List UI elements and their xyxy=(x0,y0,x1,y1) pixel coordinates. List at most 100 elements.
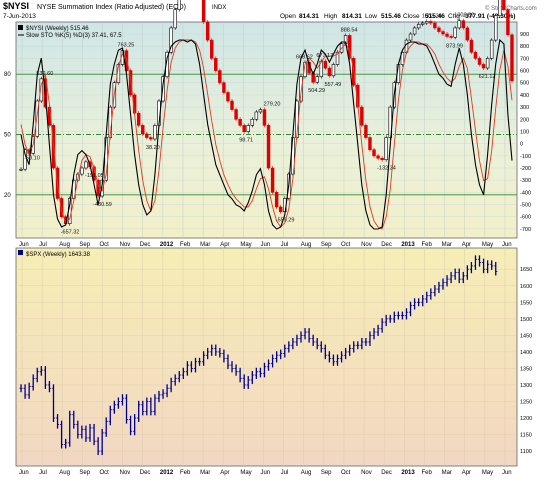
nysi-candle xyxy=(274,192,279,208)
nysi-x-tick-label: Feb xyxy=(421,242,432,248)
nysi-candle xyxy=(262,109,267,126)
open-value: 814.31 xyxy=(299,13,319,20)
spx-gridlines xyxy=(16,248,517,466)
nysi-candle xyxy=(437,27,441,32)
nysi-candle xyxy=(96,179,100,197)
spx-y-tick-label: 1600 xyxy=(520,284,532,290)
nysi-y-tick-label: 800 xyxy=(520,44,529,50)
nysi-peak-label: -132.34 xyxy=(377,166,396,172)
spx-y-tick-label: 1550 xyxy=(520,300,532,306)
chart-date: 7-Jun-2013 xyxy=(3,13,36,20)
nysi-axis-labels: 900 800 700 600 500 400 300 200 100 0 -100 -200 -300… xyxy=(520,32,531,233)
chg-value: -377.91 (-42.30%) xyxy=(463,13,515,20)
spx-bars xyxy=(19,255,498,456)
nysi-y-tick-label: -700 xyxy=(520,227,531,233)
nysi-y-tick-label: -100 xyxy=(520,154,531,160)
spx-axis-labels: 1650 1600 1550 1500 1450 1400 1350 1300 1250 1200… xyxy=(520,267,532,455)
nysi-candle xyxy=(364,125,368,138)
nysi-candle xyxy=(481,64,486,69)
nysi-candle xyxy=(473,51,478,59)
nysi-candle xyxy=(270,167,275,193)
stochastic-y-tick-label: 50 xyxy=(4,133,11,139)
nysi-candle xyxy=(145,133,149,138)
nysi-candle xyxy=(266,125,271,169)
nysi-candle xyxy=(84,161,88,169)
nysi-y-tick-label: 100 xyxy=(520,129,529,135)
nysi-candle xyxy=(408,33,413,41)
nysi-candle xyxy=(485,58,490,69)
nysi-x-tick-label: Nov xyxy=(361,242,372,248)
nysi-candle xyxy=(315,76,319,83)
spx-x-tick-label: Feb xyxy=(421,470,432,476)
nysi-x-axis-labels: Jun Jul Aug Sep Oct Nov Dec 2012 Feb Mar Apr May Jun… xyxy=(19,242,512,248)
nysi-peak-label: 38.20 xyxy=(146,145,160,151)
nysi-x-tick-label: May xyxy=(240,242,251,248)
nysi-peak-label: 1009.82 xyxy=(454,13,474,19)
nysi-x-tick-label: Jun xyxy=(260,242,270,248)
nysi-candle xyxy=(19,168,23,171)
nysi-candle xyxy=(319,60,323,77)
nysi-candle xyxy=(498,0,502,17)
stochastic-k-line xyxy=(20,38,513,230)
nysi-candle xyxy=(128,70,133,96)
spx-y-tick-label: 1400 xyxy=(520,350,532,356)
nysi-legend-swatch xyxy=(18,25,23,30)
nysi-peak-label: -191.05 xyxy=(85,173,104,179)
nysi-candle xyxy=(445,33,449,37)
nysi-candle xyxy=(177,0,181,10)
nysi-candle xyxy=(222,82,226,93)
nysi-y-tick-label: -500 xyxy=(520,203,531,209)
nysi-x-tick-label: Dec xyxy=(140,242,151,248)
nysi-candle xyxy=(39,78,44,102)
nysi-candle xyxy=(136,112,141,126)
nysi-peak-label: -559.29 xyxy=(276,218,295,224)
nysi-candle xyxy=(376,155,380,159)
nysi-y-tick-label: 400 xyxy=(520,93,529,99)
nysi-x-tick-label: Sep xyxy=(321,242,332,248)
nysi-candle xyxy=(433,22,437,29)
nysi-legend: $NYSI (Weekly) 515.46 Slow STO %K(5) %D(… xyxy=(18,25,122,39)
stochastic-y-tick-label: 80 xyxy=(4,72,11,78)
nysi-candle xyxy=(201,0,206,23)
watermark: © StockCharts.com xyxy=(485,5,537,12)
nysi-candle xyxy=(469,39,474,53)
nysi-candle xyxy=(453,27,457,38)
nysi-panel-background xyxy=(15,21,518,239)
nysi-y-tick-label: 900 xyxy=(520,32,529,38)
nysi-candle xyxy=(169,27,173,53)
nysi-peak-label: -430.59 xyxy=(93,202,112,208)
spx-x-tick-label: Aug xyxy=(59,470,70,476)
spx-x-tick-label: Jul xyxy=(281,470,289,476)
nysi-candle xyxy=(258,109,263,113)
spx-x-tick-label: Apr xyxy=(462,470,471,476)
chart-exchange: INDX xyxy=(212,5,226,11)
spx-x-tick-label: Jun xyxy=(19,470,29,476)
nysi-candle xyxy=(238,118,242,126)
nysi-candle xyxy=(416,23,421,29)
nysi-candle xyxy=(210,39,214,59)
nysi-candle xyxy=(420,22,425,25)
spx-y-tick-label: 1650 xyxy=(520,267,532,273)
nysi-x-tick-label: May xyxy=(482,242,493,248)
nysi-peak-label: -50.10 xyxy=(24,156,40,162)
spx-legend-swatch xyxy=(18,250,23,255)
nysi-x-tick-label: Jun xyxy=(502,242,512,248)
chart-name: NYSE Summation Index (Ratio Adjusted) (E… xyxy=(37,4,186,11)
nysi-x-tick-label: Apr xyxy=(462,242,471,248)
nysi-candle xyxy=(412,27,417,35)
nysi-candle xyxy=(323,60,328,69)
nysi-peak-label: 532.60 xyxy=(36,71,53,77)
nysi-y-tick-label: -400 xyxy=(520,190,531,196)
stochastic-lines xyxy=(20,38,513,230)
spx-x-tick-label: Apr xyxy=(220,470,229,476)
nysi-candle xyxy=(226,92,230,102)
nysi-candle xyxy=(506,9,510,36)
stochastic-d-line xyxy=(20,39,513,230)
spx-y-tick-label: 1350 xyxy=(520,366,532,372)
nysi-peak-label: 668.62 xyxy=(296,54,313,60)
nysi-legend-text: $NYSI (Weekly) 515.46 xyxy=(26,26,89,32)
nysi-peak-label: 677.17 xyxy=(316,53,333,59)
nysi-x-tick-label: Oct xyxy=(99,242,109,248)
nysi-candle xyxy=(372,149,376,157)
nysi-candle xyxy=(299,76,303,102)
